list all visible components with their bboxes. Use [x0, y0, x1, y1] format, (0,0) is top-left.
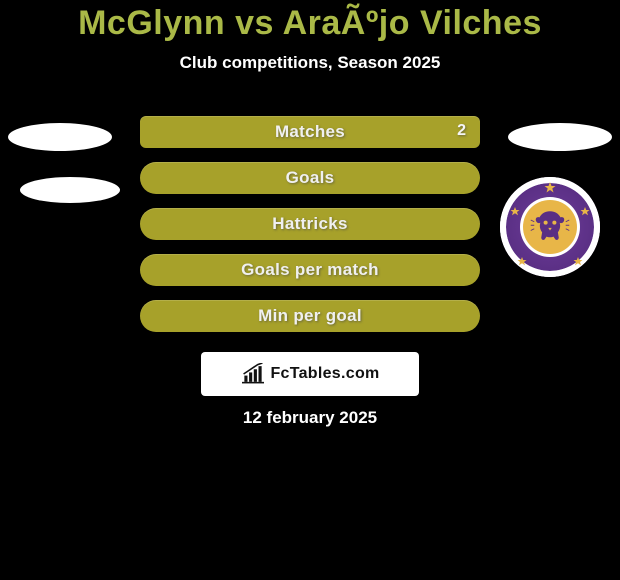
footer-date: 12 february 2025 [243, 408, 377, 428]
page-subtitle: Club competitions, Season 2025 [0, 53, 620, 73]
stat-value-right: 2 [457, 122, 466, 140]
stat-row-matches: Matches 2 [0, 111, 620, 157]
stat-label: Goals per match [241, 260, 379, 280]
stat-row-hattricks: Hattricks [0, 203, 620, 249]
stat-pill: Hattricks [140, 208, 480, 240]
stat-label: Hattricks [272, 214, 347, 234]
stat-label: Goals [286, 168, 335, 188]
page-title: McGlynn vs AraÃºjo Vilches [0, 0, 620, 43]
stat-pill: Min per goal [140, 300, 480, 332]
source-label: FcTables.com [270, 365, 379, 383]
source-chart-icon [240, 363, 266, 385]
stat-pill: Goals per match [140, 254, 480, 286]
stat-row-goals: Goals [0, 157, 620, 203]
stat-label: Matches [275, 122, 345, 142]
stat-pill: Matches 2 [140, 116, 480, 148]
source-attribution: FcTables.com [201, 352, 419, 396]
comparison-card: McGlynn vs AraÃºjo Vilches Club competit… [0, 0, 620, 580]
stat-row-min-per-goal: Min per goal [0, 295, 620, 341]
stat-row-goals-per-match: Goals per match [0, 249, 620, 295]
stat-rows: Matches 2 Goals Hattricks Goals per matc… [0, 111, 620, 341]
stat-label: Min per goal [258, 306, 362, 326]
stat-pill: Goals [140, 162, 480, 194]
